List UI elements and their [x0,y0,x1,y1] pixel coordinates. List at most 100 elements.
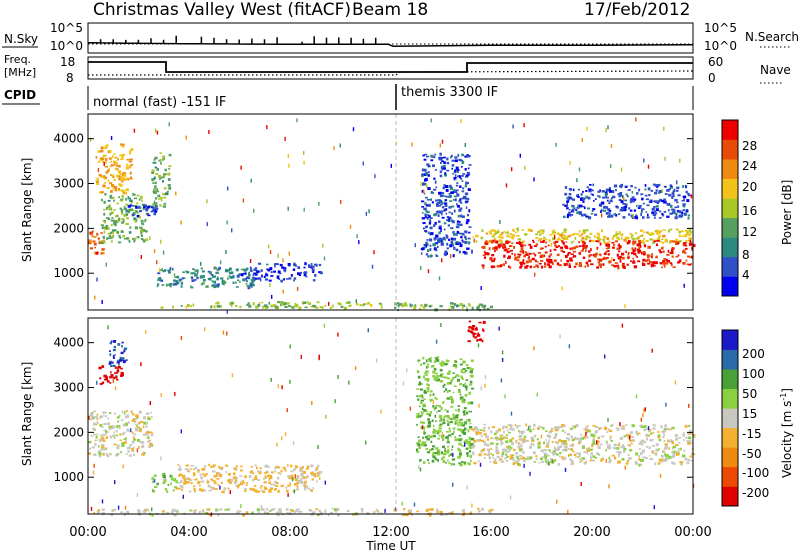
velocity-cell-r7 [426,387,430,390]
velocity-cell-r8 [543,448,547,452]
velocity-cell-r8 [576,425,579,428]
power-cell-r4 [151,169,155,173]
power-cell-r9 [439,211,443,214]
power-cell-r12 [605,196,609,199]
power-cell-r7 [213,305,216,309]
power-cell-r10 [647,232,650,235]
velocity-scatter-cell [418,465,420,470]
power-cell-r12 [568,193,572,196]
power-cell-r10 [631,237,635,240]
power-cell-r7 [283,302,287,306]
power-cell-r11 [627,240,631,244]
power-cell-r10 [664,238,668,242]
velocity-scatter-cell [384,508,386,513]
velocity-colorbar-step [722,349,738,370]
velocity-cell-r7 [457,424,460,427]
velocity-cell-r8 [639,440,641,443]
velocity-cell-r8 [640,452,643,456]
power-scatter-cell [296,286,299,291]
power-cell-r12 [686,199,690,203]
power-cell-r11 [626,263,629,266]
velocity-cell-r3 [166,490,169,493]
power-cell-r10 [493,238,497,241]
velocity-cell-r3 [152,480,155,483]
nave-tick-top: 60 [708,55,723,69]
x-tick-12: 12:00 [372,525,409,540]
power-cell-r1 [103,221,106,224]
velocity-cell-r8 [544,457,548,460]
power-cell-r12 [582,205,585,208]
power-scatter-cell [206,199,208,204]
velocity-cell-r8 [501,427,505,430]
power-cell-r7 [277,301,280,303]
velocity-cell-r8 [651,451,655,454]
power-cell-r2 [129,203,132,206]
power-cell-r5 [164,269,167,272]
power-cell-r11 [603,252,607,255]
power-cell-r6 [254,274,258,276]
power-cell-r10 [653,239,656,241]
velocity-cell-r7 [436,356,440,359]
velocity-cell-r8 [506,434,508,437]
power-cell-r11 [689,239,692,242]
velocity-cell-r4 [253,484,257,487]
velocity-cell-r5 [111,509,114,513]
velocity-cell-r8 [595,457,598,459]
power-cell-r5 [178,278,181,282]
power-cell-r5 [173,279,177,282]
velocity-cell-r8 [509,457,512,460]
power-cell-r3 [117,158,119,161]
power-cell-r12 [580,193,583,196]
velocity-cell-r0 [105,436,108,439]
power-cell-r9 [430,154,434,158]
power-cell-r10 [515,228,518,230]
velocity-cell-r5 [360,508,364,511]
velocity-cell-r8 [610,440,613,442]
velocity-cell-r8 [690,460,693,462]
power-cell-r1 [107,237,111,240]
power-cell-r11 [559,246,564,249]
power-cell-r3 [121,155,124,159]
velocity-cell-r8 [490,442,493,445]
velocity-cell-r7 [449,421,454,424]
velocity-cell-r8 [591,444,594,448]
velocity-cell-r7 [416,451,420,453]
power-cell-r6 [286,278,290,280]
velocity-cell-r8 [490,447,493,450]
velocity-cell-r7 [459,449,462,453]
power-cell-r9 [421,183,426,186]
velocity-scatter-cell [419,467,422,472]
power-cell-r12 [641,208,645,211]
velocity-cell-r4 [282,466,286,469]
power-cell-r12 [610,200,613,203]
power-cell-r11 [618,250,621,253]
velocity-cell-r4 [177,463,179,466]
power-cell-r0 [89,247,93,250]
power-cell-r12 [682,195,687,199]
velocity-cell-r4 [241,481,246,484]
velocity-cell-r4 [256,479,261,481]
velocity-cell-r2 [114,354,116,356]
velocity-cell-r8 [565,437,569,440]
power-cell-r9 [438,201,441,205]
velocity-scatter-cell [284,432,287,437]
power-cell-r9 [440,161,442,164]
power-scatter-cell [162,250,165,255]
velocity-cell-r7 [438,453,441,456]
velocity-cell-r4 [269,483,274,486]
power-cell-r10 [496,231,500,233]
power-cell-r11 [565,247,569,250]
velocity-cell-r2 [119,356,122,360]
power-cell-r9 [421,173,424,176]
freq-tick-bottom: 8 [66,71,74,85]
power-cell-r12 [683,212,686,216]
power-cell-r11 [528,243,532,246]
power-cell-r11 [596,248,598,251]
velocity-cell-r8 [608,459,612,462]
power-cell-r11 [516,241,519,244]
velocity-cell-r8 [568,454,570,457]
velocity-cell-r0 [109,435,112,438]
velocity-cell-r7 [467,462,470,465]
velocity-cell-r7 [421,396,424,399]
velocity-cell-r0 [147,440,151,443]
